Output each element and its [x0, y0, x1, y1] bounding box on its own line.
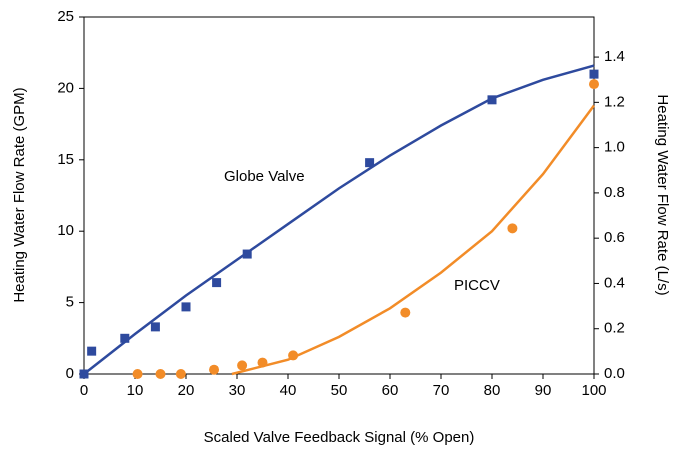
x-tick-label: 90 [535, 382, 552, 399]
data-point [365, 158, 375, 168]
annotation: Globe Valve [224, 168, 305, 185]
data-point [237, 360, 248, 371]
data-point [155, 369, 166, 379]
y2-tick-label: 0.6 [604, 229, 625, 246]
y-tick-label: 25 [57, 8, 74, 25]
fit-curve [231, 104, 596, 376]
y-axis-label: Heating Water Flow Rate (GPM) [11, 87, 28, 302]
y-tick-label: 15 [57, 151, 74, 168]
x-tick-label: 20 [178, 382, 195, 399]
y2-tick-label: 0.2 [604, 320, 625, 337]
x-tick-label: 50 [331, 382, 348, 399]
annotation: PICCV [454, 277, 500, 294]
data-point [150, 322, 160, 332]
data-point [487, 95, 497, 105]
y2-axis-label: Heating Water Flow Rate (L/s) [654, 94, 671, 295]
y-tick-label: 10 [57, 222, 74, 239]
fit-curve [83, 64, 595, 375]
plot-frame [83, 16, 595, 375]
x-tick-label: 30 [229, 382, 246, 399]
data-point [120, 333, 130, 343]
y2-tick-label: 0.0 [604, 365, 625, 382]
x-tick-label: 0 [80, 382, 88, 399]
x-tick-label: 40 [280, 382, 297, 399]
data-point [400, 307, 411, 318]
x-tick-label: 70 [433, 382, 450, 399]
y2-tick-label: 0.8 [604, 184, 625, 201]
y-tick-label: 0 [66, 365, 74, 382]
x-tick-label: 80 [484, 382, 501, 399]
data-point [589, 69, 599, 79]
y2-tick-label: 0.4 [604, 274, 625, 291]
x-axis-label: Scaled Valve Feedback Signal (% Open) [204, 429, 475, 446]
y2-tick-label: 1.0 [604, 139, 625, 156]
data-point [507, 223, 518, 234]
y-tick-label: 5 [66, 294, 74, 311]
data-point [212, 278, 222, 288]
data-point [209, 364, 220, 375]
data-point [175, 369, 186, 379]
data-point [132, 369, 143, 379]
data-point [87, 346, 97, 356]
data-point [589, 79, 599, 90]
y-tick-label: 20 [57, 79, 74, 96]
y2-tick-label: 1.2 [604, 93, 625, 110]
x-tick-label: 60 [382, 382, 399, 399]
x-tick-label: 100 [581, 382, 606, 399]
x-tick-label: 10 [127, 382, 144, 399]
y2-tick-label: 1.4 [604, 48, 625, 65]
data-point [181, 302, 191, 312]
